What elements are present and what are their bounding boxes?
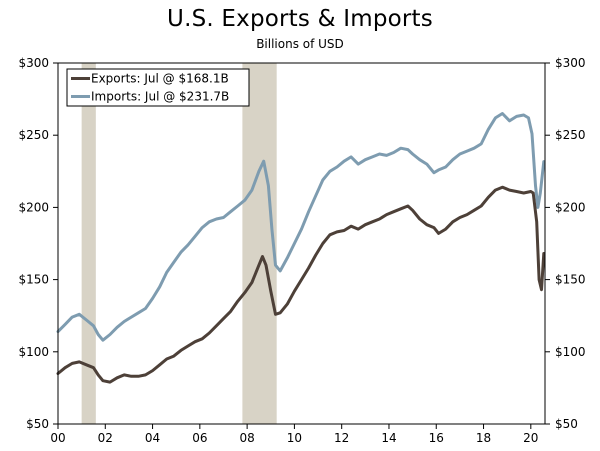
x-tick-label: 08 <box>239 431 254 445</box>
chart-subtitle: Billions of USD <box>256 37 344 51</box>
y-tick-label-right: $250 <box>555 128 586 142</box>
legend-box <box>66 68 250 107</box>
series-lines <box>56 112 546 384</box>
plot-frame <box>57 62 546 425</box>
y-tick-label-left: $250 <box>18 128 49 142</box>
y-tick-label-right: $150 <box>555 273 586 287</box>
axis-ticks: $50 $50 $100 $100 $150 $150 $200 $200 $250 $250 $3… <box>18 56 585 445</box>
x-tick-label: 18 <box>476 431 491 445</box>
y-tick-label-left: $100 <box>18 345 49 359</box>
x-tick-label: 02 <box>98 431 113 445</box>
x-tick-label: 14 <box>381 431 396 445</box>
y-tick-label-left: $50 <box>26 417 49 431</box>
x-tick-label: 04 <box>145 431 160 445</box>
x-tick-label: 06 <box>192 431 207 445</box>
y-tick-label-left: $300 <box>18 56 49 70</box>
legend: Exports: Jul @ $168.1B Imports: Jul @ $2… <box>66 68 250 107</box>
x-tick-label: 00 <box>50 431 65 445</box>
y-tick-label-left: $200 <box>18 200 49 214</box>
y-tick-label-right: $300 <box>555 56 586 70</box>
recession-band-1 <box>242 63 277 424</box>
legend-label-imports: Imports: Jul @ $231.7B <box>91 90 229 104</box>
series-line-exports <box>56 185 546 384</box>
y-tick-label-right: $200 <box>555 200 586 214</box>
chart-title: U.S. Exports & Imports <box>167 6 433 32</box>
x-tick-label: 10 <box>287 431 302 445</box>
y-tick-label-left: $150 <box>18 273 49 287</box>
recession-bands <box>81 63 277 424</box>
recession-band-0 <box>81 63 96 424</box>
y-tick-label-right: $100 <box>555 345 586 359</box>
x-tick-label: 12 <box>334 431 349 445</box>
y-tick-label-right: $50 <box>555 417 578 431</box>
legend-label-exports: Exports: Jul @ $168.1B <box>91 72 229 86</box>
x-tick-label: 16 <box>429 431 444 445</box>
series-line-imports <box>56 112 546 342</box>
x-tick-label: 20 <box>523 431 538 445</box>
